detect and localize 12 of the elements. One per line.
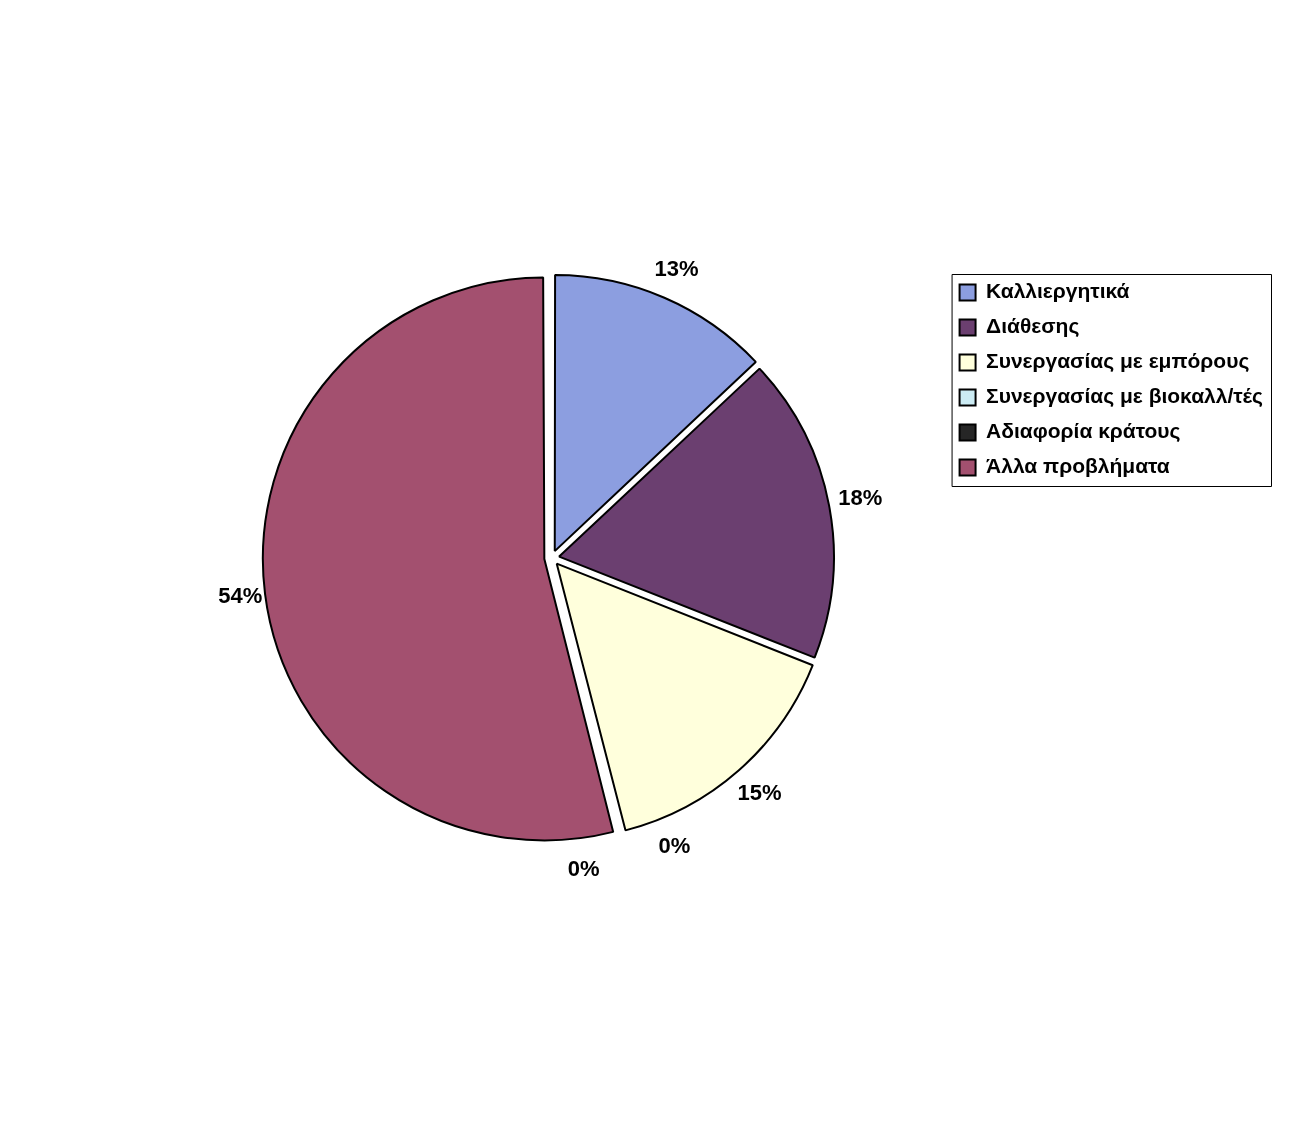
text: 0% (567, 856, 600, 882)
data-label: 15% (737, 779, 782, 805)
legend-label: Διάθεσης (986, 314, 1080, 339)
data-label: 18% (838, 485, 883, 511)
text: 0% (658, 833, 691, 859)
legend-label: Αδιαφορία κράτους (986, 419, 1181, 444)
legend-label: Συνεργασίας με εμπόρους (986, 349, 1250, 374)
legend-label: Άλλα προβλήματα (986, 454, 1170, 478)
legend-label: Καλλιεργητικά (986, 279, 1130, 303)
data-label: 54% (218, 583, 263, 609)
legend-label: Συνεργασίας με βιοκαλλ/τές (986, 384, 1264, 409)
data-label: 13% (654, 255, 699, 281)
